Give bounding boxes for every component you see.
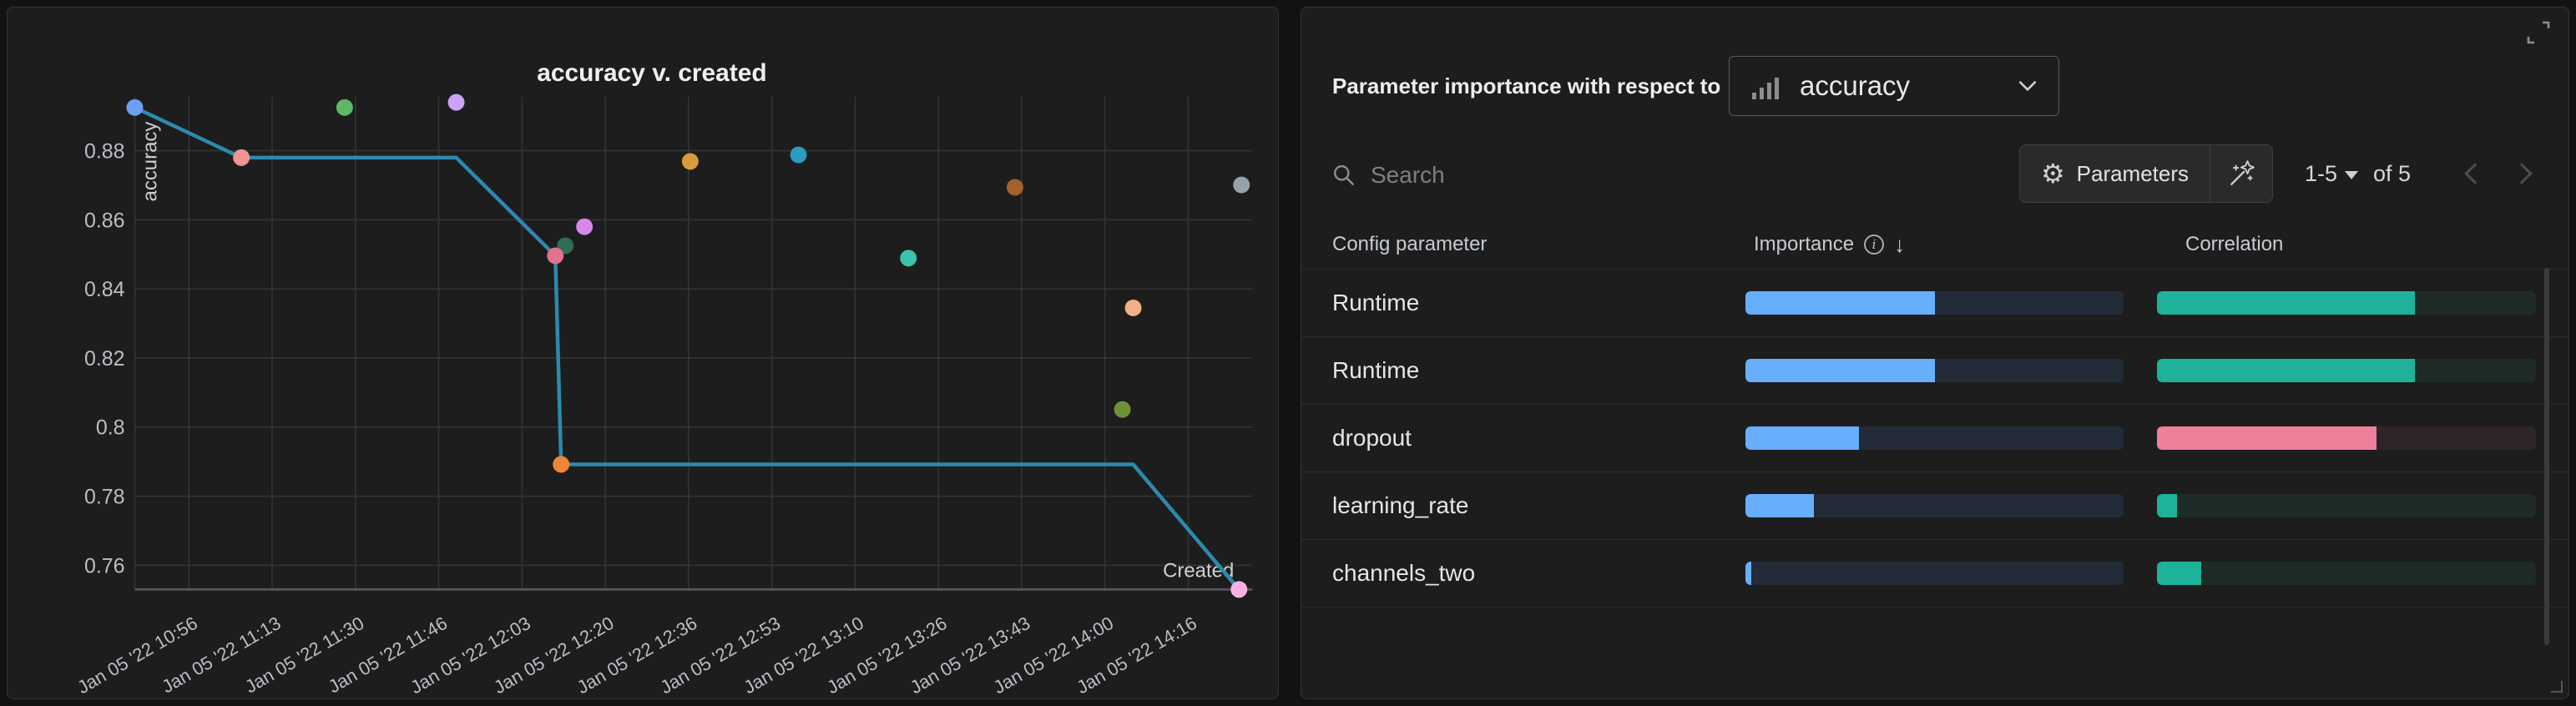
correlation-bar-fill <box>2157 494 2178 517</box>
scatter-point[interactable] <box>233 149 250 166</box>
scatter-point[interactable] <box>1230 581 1248 598</box>
parameters-button[interactable]: ⚙ Parameters <box>2020 145 2210 202</box>
table-row[interactable]: dropout <box>1301 405 2568 472</box>
scatter-point[interactable] <box>1233 176 1250 194</box>
chevron-down-icon <box>2018 81 2037 91</box>
scatter-point[interactable] <box>1006 179 1023 196</box>
trend-line <box>133 105 1241 592</box>
correlation-bar-fill <box>2157 562 2202 585</box>
panel-resize-handle[interactable] <box>2551 681 2563 693</box>
scatter-point[interactable] <box>126 98 144 116</box>
correlation-bar-track <box>2157 426 2536 450</box>
correlation-bar-fill <box>2157 359 2415 382</box>
scatter-point[interactable] <box>1114 401 1131 418</box>
vertical-scrollbar[interactable] <box>2544 268 2549 645</box>
y-tick-label: 0.8 <box>96 416 125 440</box>
y-tick-label: 0.82 <box>84 347 125 371</box>
correlation-bar-track <box>2157 291 2536 315</box>
correlation-bar-track <box>2157 562 2536 585</box>
y-axis-label: accuracy <box>139 122 161 202</box>
table-row[interactable]: Runtime <box>1301 270 2568 337</box>
importance-panel: Parameter importance with respect to acc… <box>1301 7 2569 699</box>
scatter-point[interactable] <box>447 93 465 111</box>
config-parameter-label: Runtime <box>1332 357 1420 383</box>
search-icon <box>1334 165 1354 185</box>
table-row[interactable]: channels_two <box>1301 540 2568 608</box>
rows-per-page-selector[interactable]: 1-5 <box>2305 144 2359 203</box>
table-row[interactable]: Runtime <box>1301 337 2568 405</box>
parameters-button-group: ⚙ Parameters <box>2019 144 2273 203</box>
chevron-left-icon <box>2464 163 2486 184</box>
fullscreen-button[interactable] <box>2523 18 2553 48</box>
config-parameter-label: dropout <box>1332 425 1412 451</box>
caret-down-icon <box>2345 171 2359 179</box>
table-header: Config parameter Importance i ↓ Correlat… <box>1301 219 2568 270</box>
chart-title: accuracy v. created <box>537 59 766 87</box>
wand-icon <box>2230 160 2255 185</box>
importance-bar-fill <box>1745 562 1751 585</box>
importance-bar-track <box>1745 426 2124 450</box>
importance-bar-fill <box>1745 359 1935 382</box>
importance-bar-track <box>1745 359 2124 382</box>
column-header-config-parameter: Config parameter <box>1332 232 1488 255</box>
table-row[interactable]: learning_rate <box>1301 472 2568 540</box>
column-header-correlation: Correlation <box>2185 232 2284 255</box>
page-range-label: 1-5 <box>2305 160 2338 186</box>
pagination-total: of 5 <box>2373 160 2412 186</box>
correlation-bar-fill <box>2157 291 2415 315</box>
y-tick-label: 0.88 <box>84 140 125 164</box>
correlation-bar-fill <box>2157 426 2377 450</box>
bar-chart-icon <box>1752 78 1779 99</box>
sort-desc-icon[interactable]: ↓ <box>1894 231 1906 257</box>
gear-icon: ⚙ <box>2040 159 2065 189</box>
metric-selector-value: accuracy <box>1800 70 1911 101</box>
importance-bar-track <box>1745 291 2124 315</box>
chevron-right-icon <box>2511 163 2533 184</box>
importance-bar-track <box>1745 494 2124 517</box>
y-tick-label: 0.76 <box>84 554 125 577</box>
column-header-importance: Importance i ↓ <box>1754 231 1906 257</box>
chart-panel: 0.88 0.86 0.84 0.82 0.8 0.78 0.76 Jan 05 '22 10… <box>7 7 1279 699</box>
importance-bar-fill <box>1745 291 1935 315</box>
config-parameter-label: Runtime <box>1332 290 1420 315</box>
importance-bar-track <box>1745 562 2124 585</box>
magic-suggestions-button[interactable] <box>2210 145 2272 202</box>
y-tick-label: 0.84 <box>84 278 125 301</box>
parameters-button-label: Parameters <box>2076 160 2190 186</box>
metric-selector-dropdown[interactable]: accuracy <box>1729 56 2059 116</box>
scatter-point[interactable] <box>681 153 699 170</box>
scatter-point[interactable] <box>553 456 570 473</box>
search-input[interactable] <box>1369 161 1673 189</box>
y-tick-label: 0.78 <box>84 486 125 509</box>
scatter-point[interactable] <box>790 146 807 164</box>
config-parameter-label: channels_two <box>1332 560 1476 586</box>
correlation-bar-track <box>2157 494 2536 517</box>
correlation-bar-track <box>2157 359 2536 382</box>
search-field <box>1332 156 1673 194</box>
scatter-point[interactable] <box>1124 299 1142 316</box>
y-tick-label: 0.86 <box>84 209 125 232</box>
scatter-point[interactable] <box>336 98 353 116</box>
fullscreen-icon <box>2527 21 2550 44</box>
next-page-button[interactable] <box>2510 144 2540 203</box>
previous-page-button[interactable] <box>2457 144 2487 203</box>
config-parameter-label: learning_rate <box>1332 492 1469 518</box>
panel-title: Parameter importance with respect to <box>1332 73 1721 98</box>
scatter-point[interactable] <box>900 250 917 267</box>
importance-bar-fill <box>1745 494 1814 517</box>
scatter-point[interactable] <box>547 247 564 265</box>
importance-bar-fill <box>1745 426 1859 450</box>
info-icon[interactable]: i <box>1864 234 1885 255</box>
scatter-point[interactable] <box>576 218 593 235</box>
